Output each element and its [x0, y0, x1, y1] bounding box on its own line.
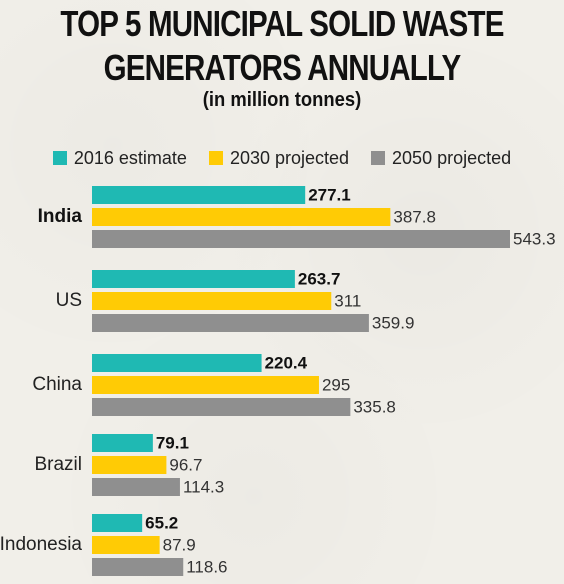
value-label-china-2030-projected: 295 — [322, 375, 350, 394]
legend-label-2016: 2016 estimate — [73, 148, 187, 168]
value-label-indonesia-2050-projected: 118.6 — [186, 557, 227, 576]
bar-india-2030-projected — [92, 208, 391, 226]
value-label-us-2016-estimate: 263.7 — [298, 269, 341, 288]
legend-swatch-2050 — [371, 151, 386, 165]
value-label-china-2016-estimate: 220.4 — [265, 353, 308, 372]
bar-brazil-2030-projected — [92, 456, 167, 474]
chart-header: TOP 5 MUNICIPAL SOLID WASTE GENERATORS A… — [0, 2, 564, 112]
bar-brazil-2016-estimate — [92, 434, 153, 452]
chart-title-line-2: GENERATORS ANNUALLY — [103, 47, 462, 88]
bar-indonesia-2030-projected — [92, 536, 160, 554]
legend-swatch-2030 — [208, 151, 223, 165]
bar-us-2016-estimate — [92, 270, 295, 288]
legend-label-2030: 2030 projected — [229, 148, 350, 168]
value-label-us-2030-projected: 311 — [334, 291, 361, 310]
value-label-indonesia-2016-estimate: 65.2 — [145, 513, 178, 532]
bar-india-2016-estimate — [92, 186, 306, 204]
category-label-indonesia: Indonesia — [0, 534, 82, 555]
value-label-us-2050-projected: 359.9 — [372, 313, 415, 332]
category-label-us: US — [56, 290, 82, 311]
bar-india-2050-projected — [92, 230, 510, 248]
value-label-india-2016-estimate: 277.1 — [308, 185, 351, 204]
bar-us-2050-projected — [92, 314, 369, 332]
bar-china-2030-projected — [92, 376, 319, 394]
value-label-indonesia-2030-projected: 87.9 — [163, 535, 196, 554]
chart-title-line-1: TOP 5 MUNICIPAL SOLID WASTE — [60, 3, 504, 44]
bar-china-2016-estimate — [92, 354, 262, 372]
category-label-india: India — [38, 206, 83, 227]
legend-label-2050: 2050 projected — [392, 148, 512, 168]
bar-indonesia-2016-estimate — [92, 514, 143, 532]
value-label-brazil-2030-projected: 96.7 — [169, 455, 202, 474]
legend-swatch-2016 — [52, 151, 67, 165]
bar-indonesia-2050-projected — [92, 558, 184, 576]
bar-us-2030-projected — [92, 292, 332, 310]
legend-item-2016: 2016 estimate — [52, 147, 187, 169]
legend-item-2030: 2030 projected — [208, 147, 350, 169]
chart-subtitle: (in million tonnes) — [202, 89, 362, 111]
value-label-india-2030-projected: 387.8 — [393, 207, 436, 226]
value-label-brazil-2016-estimate: 79.1 — [156, 433, 189, 452]
bar-brazil-2050-projected — [92, 478, 180, 496]
value-label-brazil-2050-projected: 114.3 — [183, 477, 224, 496]
value-label-china-2050-projected: 335.8 — [353, 397, 396, 416]
chart-legend: 2016 estimate 2030 projected 2050 projec… — [0, 146, 564, 170]
legend-item-2050: 2050 projected — [371, 147, 511, 169]
category-label-china: China — [32, 374, 82, 395]
value-label-india-2050-projected: 543.3 — [513, 229, 556, 248]
category-label-brazil: Brazil — [34, 454, 82, 475]
bar-china-2050-projected — [92, 398, 351, 416]
